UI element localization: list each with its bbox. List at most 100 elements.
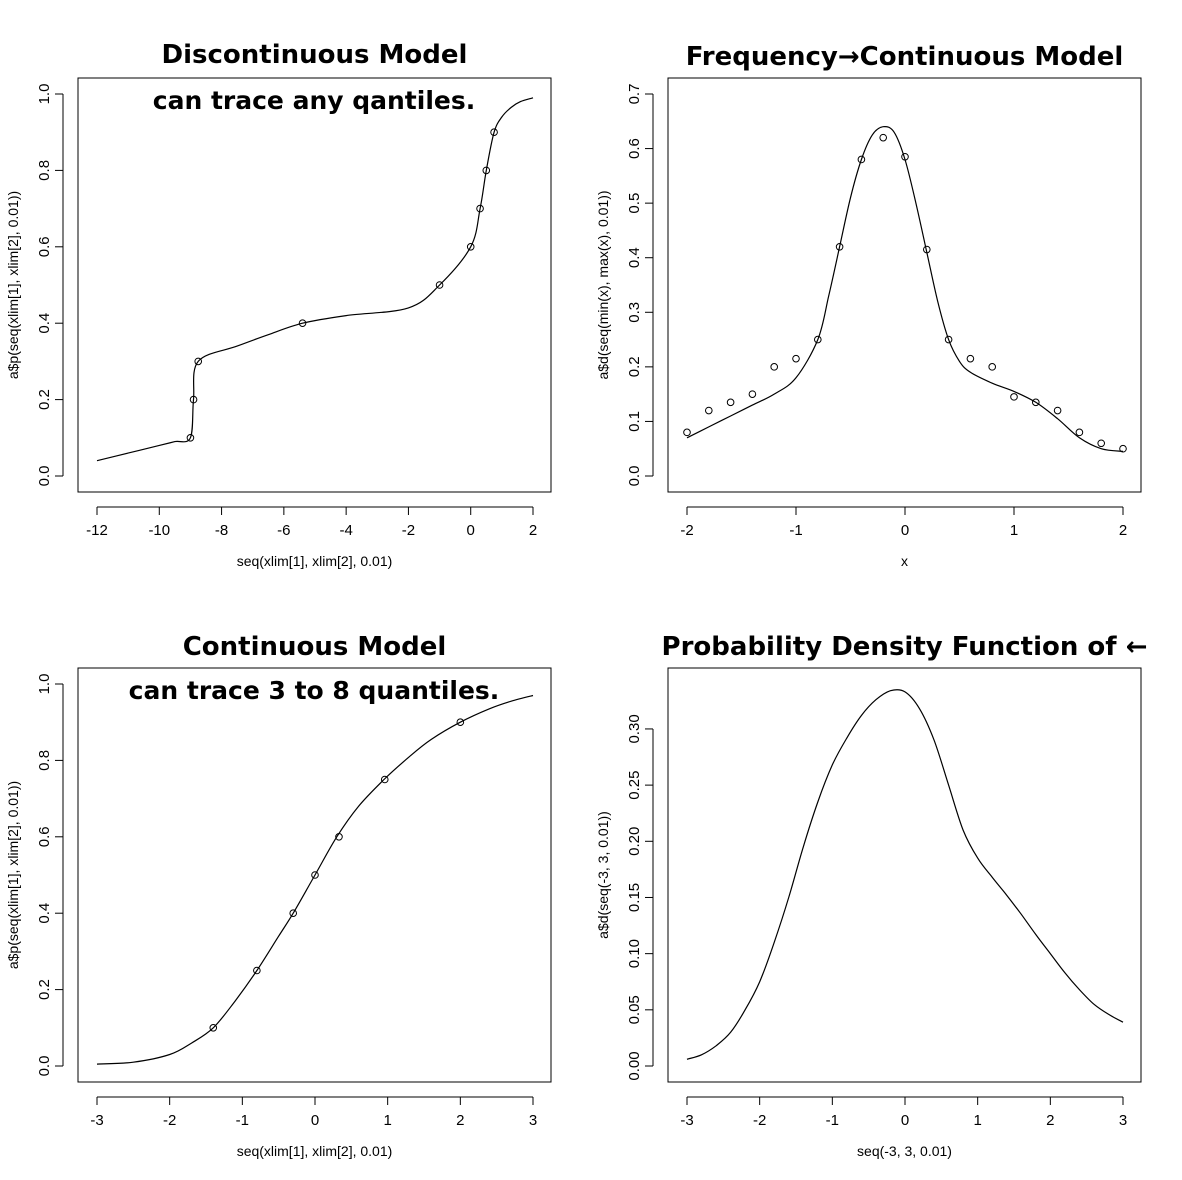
y-tick-label: 0.2 [36, 389, 53, 410]
x-axis-label: seq(xlim[1], xlim[2], 0.01) [237, 553, 393, 569]
data-point [683, 428, 691, 437]
x-tick-label: 2 [456, 1112, 464, 1129]
y-tick-label: 0.6 [36, 826, 53, 847]
chart-title: Continuous Model [183, 632, 447, 662]
panel-2: Frequency→Continuous Model -2 -1 0 1 2 x 0.0 0.1… [595, 42, 1142, 569]
data-point [435, 281, 444, 289]
chart-title: Frequency→Continuous Model [686, 42, 1124, 72]
y-tick-label: 0.6 [626, 138, 643, 159]
data-point [1119, 444, 1127, 453]
x-tick-label: -2 [680, 522, 693, 539]
x-tick-label: 0 [901, 522, 909, 539]
data-point [1032, 398, 1040, 407]
data-point [1075, 428, 1084, 437]
y-tick-label: 0.4 [36, 903, 53, 924]
x-tick-label: 0 [467, 522, 475, 539]
data-point [748, 390, 757, 398]
data-point [466, 243, 475, 251]
data-point [988, 363, 997, 371]
data-point [186, 434, 195, 442]
plot-frame [667, 667, 1142, 1083]
data-point [835, 243, 844, 251]
series-curve [686, 689, 1124, 1060]
data-point [879, 133, 888, 142]
data-point [298, 319, 307, 328]
plot-frame [667, 77, 1142, 493]
data-point [901, 152, 909, 161]
x-tick-label: 2 [1046, 1112, 1054, 1129]
data-point [289, 909, 298, 918]
data-point [770, 363, 779, 371]
x-tick-label: -2 [753, 1112, 766, 1129]
y-tick-label: 0.20 [626, 827, 643, 856]
panel-1: Discontinuous Model can trace any qantile… [5, 40, 552, 569]
data-point [1010, 393, 1018, 401]
y-tick-label: 0.8 [36, 160, 53, 181]
x-tick-label: -1 [826, 1112, 839, 1129]
data-point [966, 354, 975, 363]
chart-annotation: can trace 3 to 8 quantiles. [129, 676, 500, 705]
x-tick-label: -10 [148, 522, 170, 539]
chart-title: Discontinuous Model [162, 40, 468, 70]
x-tick-label: -1 [236, 1112, 249, 1129]
y-tick-label: 0.4 [36, 313, 53, 334]
x-tick-label: -6 [277, 522, 290, 539]
series-curve [96, 97, 534, 462]
data-point [857, 155, 866, 164]
x-axis-label: x [901, 553, 908, 569]
data-point [189, 395, 198, 404]
x-tick-label: -3 [680, 1112, 693, 1129]
x-tick-label: 2 [529, 522, 537, 539]
panel-3: Continuous Model can trace 3 to 8 quantil… [5, 632, 552, 1159]
x-tick-label: -4 [339, 522, 352, 539]
y-tick-label: 0.5 [626, 193, 643, 214]
panel-4: Probability Density Function of ← -3 -2 -1 0… [595, 632, 1147, 1159]
y-tick-label: 0.2 [626, 356, 643, 377]
y-tick-label: 0.10 [626, 939, 643, 968]
plot-frame [77, 667, 552, 1083]
data-point [490, 128, 498, 136]
y-tick-label: 0.2 [36, 979, 53, 1000]
x-tick-label: 0 [901, 1112, 909, 1129]
x-tick-label: -12 [86, 522, 108, 539]
y-tick-label: 0.0 [36, 466, 53, 487]
chart-annotation: can trace any qantiles. [153, 86, 475, 115]
x-tick-label: 1 [1010, 522, 1018, 539]
series-curve [96, 694, 534, 1065]
y-tick-label: 1.0 [36, 674, 53, 695]
x-tick-label: 0 [311, 1112, 319, 1129]
x-tick-label: -2 [163, 1112, 176, 1129]
data-point [792, 354, 800, 363]
data-point [209, 1024, 218, 1032]
data-point [705, 406, 713, 415]
series-curve [686, 125, 1124, 452]
x-axis-label: seq(xlim[1], xlim[2], 0.01) [237, 1143, 393, 1159]
chart-title: Probability Density Function of ← [662, 632, 1148, 662]
y-tick-label: 0.7 [626, 84, 643, 105]
x-tick-label: 3 [1119, 1112, 1127, 1129]
data-point [380, 775, 389, 784]
y-axis-label: a$p(seq(xlim[1], xlim[2], 0.01)) [5, 781, 21, 969]
data-point [726, 398, 735, 407]
y-tick-label: 1.0 [36, 84, 53, 105]
y-axis-label: a$p(seq(xlim[1], xlim[2], 0.01)) [5, 191, 21, 379]
data-point [482, 166, 491, 175]
x-tick-label: -8 [215, 522, 228, 539]
x-tick-label: 3 [529, 1112, 537, 1129]
data-point [923, 245, 931, 254]
x-tick-label: -1 [789, 522, 802, 539]
plot-frame [77, 77, 552, 493]
data-point [456, 718, 465, 727]
data-point [944, 335, 953, 344]
y-axis-label: a$d(seq(min(x), max(x), 0.01)) [595, 190, 611, 379]
x-tick-label: -2 [402, 522, 415, 539]
y-tick-label: 0.25 [626, 771, 643, 800]
x-tick-label: 1 [383, 1112, 391, 1129]
y-tick-label: 0.00 [626, 1051, 643, 1080]
y-tick-label: 0.05 [626, 995, 643, 1024]
data-point [194, 357, 203, 366]
data-point [476, 204, 484, 213]
y-tick-label: 0.15 [626, 883, 643, 912]
y-tick-label: 0.30 [626, 714, 643, 743]
